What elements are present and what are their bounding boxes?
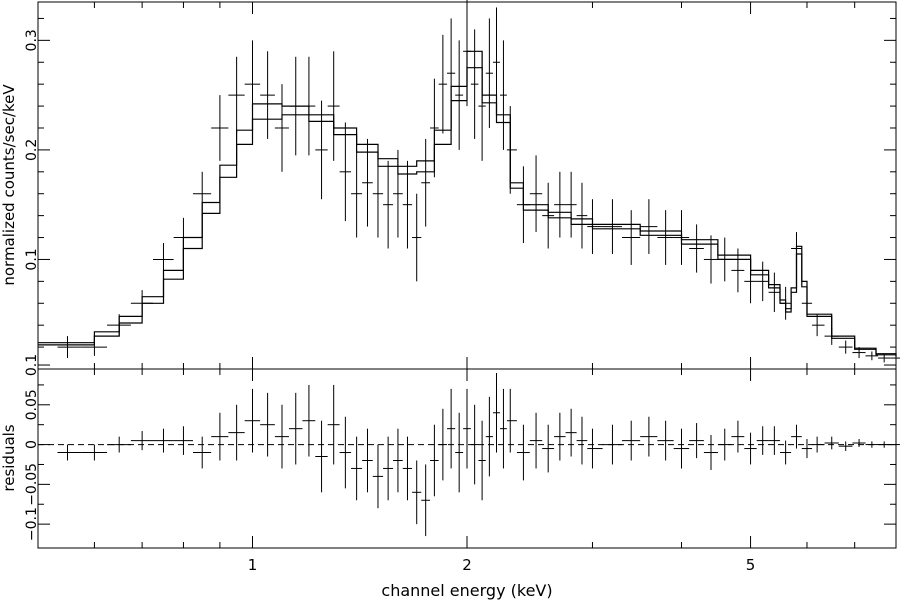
x-tick-label: 5 xyxy=(746,556,756,574)
axis-ticks: 1 2 5 0.1 0.2 0.3 −0.1−0.05 0 0.05 0.1 xyxy=(24,2,897,574)
x-tick-label: 1 xyxy=(248,556,258,574)
spectrum-content xyxy=(38,0,900,363)
y-tick-label-spectrum: 0.3 xyxy=(24,29,40,51)
x-tick-label: 2 xyxy=(462,556,472,574)
y-tick-label-residuals: −0.05 xyxy=(24,463,40,506)
y-tick-label-residuals: 0.05 xyxy=(24,389,40,420)
y-tick-label-spectrum: 0.1 xyxy=(24,248,40,270)
y-tick-label-residuals: 0 xyxy=(24,440,40,449)
y-tick-label-residuals: −0.1 xyxy=(24,507,40,541)
y-tick-label-residuals: 0.1 xyxy=(24,354,40,376)
model-step-line-1 xyxy=(38,67,897,357)
residuals-content xyxy=(38,372,900,537)
y-axis-label-residuals: residuals xyxy=(0,424,18,491)
y-tick-label-spectrum: 0.2 xyxy=(24,139,40,161)
x-axis-label: channel energy (keV) xyxy=(381,581,552,600)
y-axis-label-spectrum: normalized counts/sec/keV xyxy=(0,84,18,286)
